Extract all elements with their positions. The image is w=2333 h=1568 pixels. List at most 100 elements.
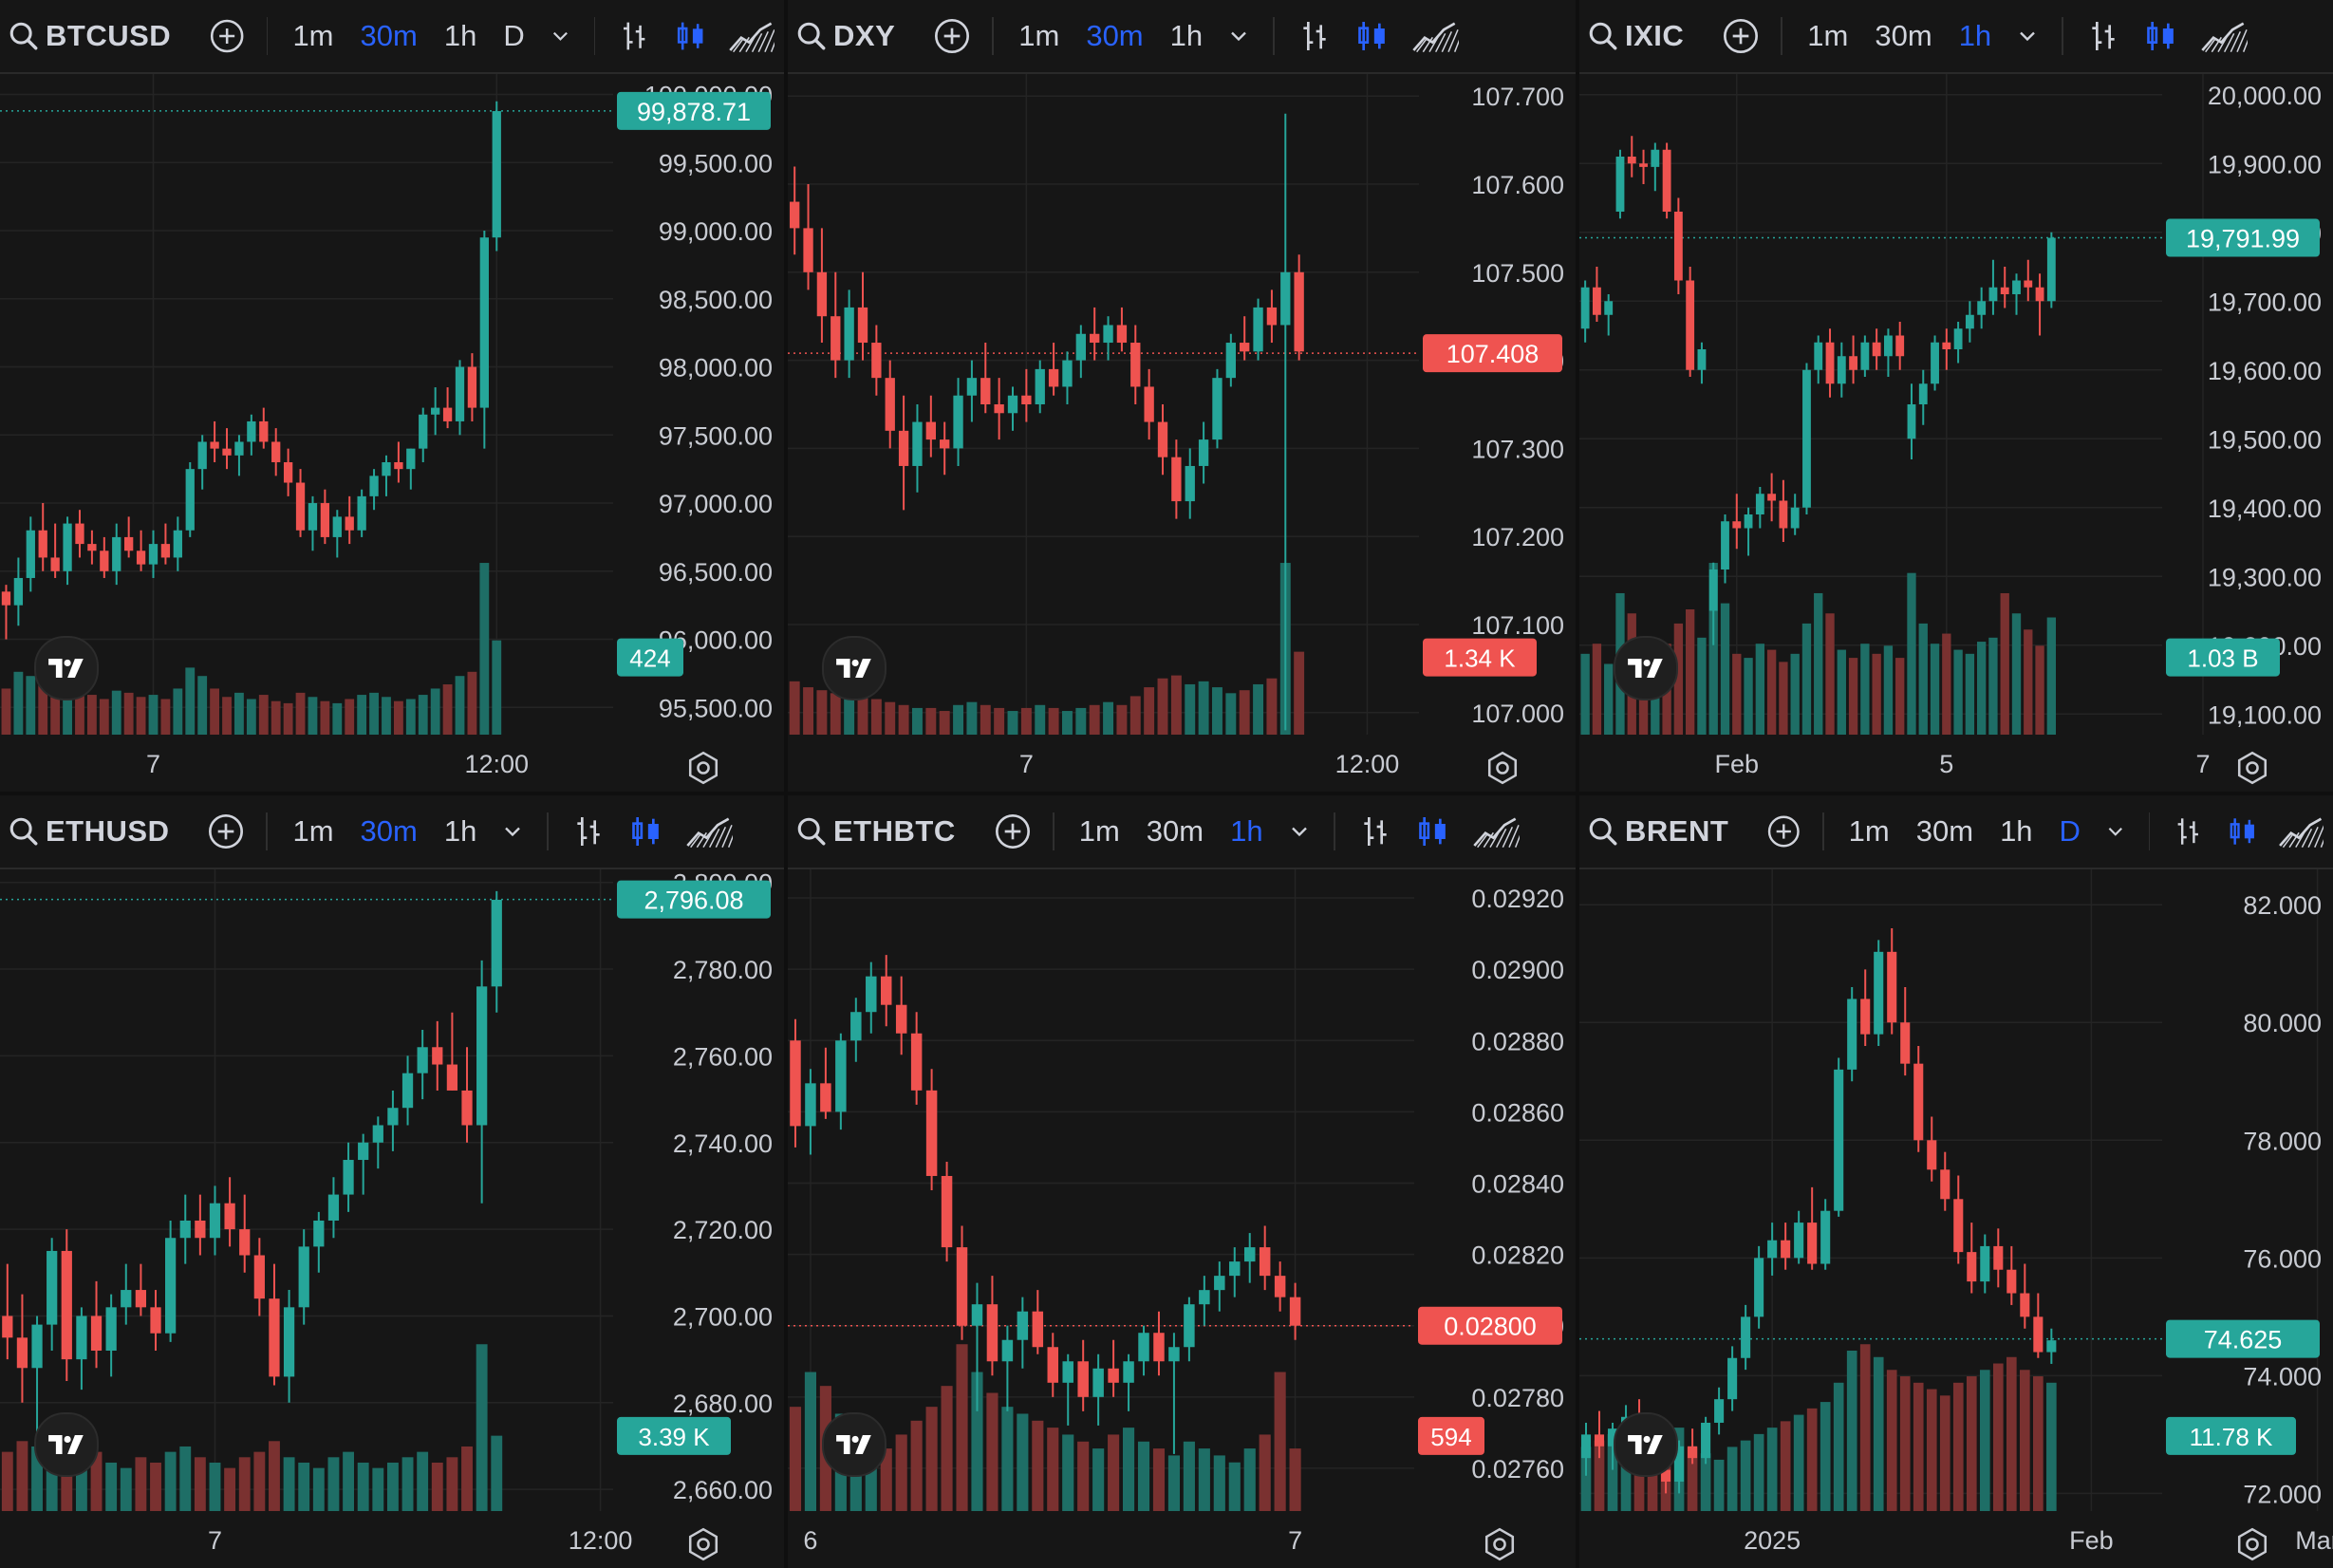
tradingview-logo[interactable] xyxy=(34,1412,99,1477)
candle-body[interactable] xyxy=(455,366,465,421)
candle-body[interactable] xyxy=(940,439,950,449)
candle-body[interactable] xyxy=(1686,280,1695,370)
candle-body[interactable] xyxy=(1198,439,1209,466)
candle-body[interactable] xyxy=(136,551,146,565)
settings-gear-icon[interactable] xyxy=(2234,750,2270,786)
candle-body[interactable] xyxy=(912,421,923,466)
candle-body[interactable] xyxy=(195,1220,206,1239)
candle-body[interactable] xyxy=(2012,280,2021,295)
candle-body[interactable] xyxy=(271,441,281,462)
candle-body[interactable] xyxy=(406,448,416,470)
candle-body[interactable] xyxy=(1662,149,1671,212)
candle-body[interactable] xyxy=(327,1194,340,1221)
candle-body[interactable] xyxy=(1090,333,1100,344)
candle-body[interactable] xyxy=(956,1247,968,1326)
candle-body[interactable] xyxy=(105,1307,117,1351)
candle-body[interactable] xyxy=(1153,1333,1165,1362)
tradingview-logo[interactable] xyxy=(822,1412,887,1477)
add-symbol-icon[interactable] xyxy=(207,812,245,850)
area-chart-icon[interactable] xyxy=(1409,17,1460,55)
settings-gear-icon[interactable] xyxy=(685,750,721,786)
candle-body[interactable] xyxy=(790,1040,801,1127)
candle-body[interactable] xyxy=(1814,342,1823,370)
candle-body[interactable] xyxy=(1294,271,1304,352)
candlestick-icon[interactable] xyxy=(2225,812,2260,850)
settings-gear-icon[interactable] xyxy=(1484,750,1521,786)
bar-chart-icon[interactable] xyxy=(616,17,652,55)
candle-body[interactable] xyxy=(1988,287,1998,302)
candle-body[interactable] xyxy=(1872,342,1881,357)
candle-body[interactable] xyxy=(2035,287,2044,302)
candle-body[interactable] xyxy=(966,378,978,396)
candle-body[interactable] xyxy=(880,976,892,1005)
candle-body[interactable] xyxy=(803,228,813,272)
candle-body[interactable] xyxy=(1062,360,1073,387)
symbol-search-button[interactable]: IXIC xyxy=(1579,0,1712,72)
candlestick-chart[interactable]: 0.02920 0.02900 0.02880 0.02860 0.02840 0.028… xyxy=(788,869,1576,1568)
candle-body[interactable] xyxy=(953,395,963,449)
candle-body[interactable] xyxy=(1639,163,1648,167)
candle-body[interactable] xyxy=(1701,1422,1711,1459)
chevron-down-icon[interactable] xyxy=(1286,818,1313,845)
candle-body[interactable] xyxy=(121,1290,132,1308)
candle-body[interactable] xyxy=(283,461,293,483)
candle-body[interactable] xyxy=(1580,287,1590,329)
candle-body[interactable] xyxy=(1781,1240,1791,1259)
candle-body[interactable] xyxy=(31,1324,43,1369)
chevron-down-icon[interactable] xyxy=(2103,818,2128,845)
symbol-search-button[interactable]: BRENT xyxy=(1579,795,1757,868)
candle-body[interactable] xyxy=(1967,1252,1977,1282)
candlestick-icon[interactable] xyxy=(672,17,708,55)
candle-body[interactable] xyxy=(805,1083,816,1127)
timeframe-button[interactable]: 1h xyxy=(2000,814,2033,848)
candle-body[interactable] xyxy=(986,1304,999,1362)
candle-body[interactable] xyxy=(467,366,477,408)
candle-body[interactable] xyxy=(1229,1261,1241,1277)
candle-body[interactable] xyxy=(1604,301,1614,315)
area-chart-icon[interactable] xyxy=(683,812,734,850)
candle-body[interactable] xyxy=(1834,1069,1844,1211)
candle-body[interactable] xyxy=(401,1073,414,1109)
candle-body[interactable] xyxy=(898,430,909,466)
timeframe-button[interactable]: 30m xyxy=(360,19,418,52)
candle-body[interactable] xyxy=(63,523,72,571)
candle-body[interactable] xyxy=(1280,271,1291,326)
add-symbol-icon[interactable] xyxy=(994,812,1032,850)
candle-body[interactable] xyxy=(476,986,488,1126)
candle-body[interactable] xyxy=(1259,1247,1271,1277)
candle-body[interactable] xyxy=(1732,521,1742,529)
bar-chart-icon[interactable] xyxy=(2084,17,2122,55)
candle-body[interactable] xyxy=(1721,521,1729,569)
candle-body[interactable] xyxy=(492,111,501,238)
timeframe-button[interactable]: D xyxy=(503,19,525,52)
candle-body[interactable] xyxy=(1123,1361,1134,1383)
add-symbol-icon[interactable] xyxy=(1722,17,1760,55)
candle-body[interactable] xyxy=(1130,343,1141,387)
candlestick-chart[interactable]: 20,000.0019,900.0019,800.0019,700.0019,6… xyxy=(1579,74,2333,792)
timeframe-button[interactable]: 30m xyxy=(360,814,418,848)
candle-body[interactable] xyxy=(1807,1223,1818,1264)
timeframe-button[interactable]: 1m xyxy=(1018,19,1060,52)
candle-body[interactable] xyxy=(971,1304,983,1326)
candle-body[interactable] xyxy=(885,378,895,431)
candle-body[interactable] xyxy=(816,271,828,317)
chevron-down-icon[interactable] xyxy=(548,23,573,49)
candle-body[interactable] xyxy=(112,536,121,571)
candle-body[interactable] xyxy=(50,557,60,571)
candle-body[interactable] xyxy=(343,1160,354,1195)
timeframe-button[interactable]: 1h xyxy=(443,19,477,52)
chevron-down-icon[interactable] xyxy=(1225,23,1252,49)
symbol-search-button[interactable]: DXY xyxy=(788,0,924,72)
candle-body[interactable] xyxy=(1860,342,1870,370)
candle-body[interactable] xyxy=(857,307,868,344)
candle-body[interactable] xyxy=(1116,325,1128,344)
bar-chart-icon[interactable] xyxy=(1356,812,1394,850)
candlestick-icon[interactable] xyxy=(1353,17,1390,55)
candle-body[interactable] xyxy=(1980,1245,1990,1282)
candlestick-chart[interactable]: 100,000.0099,500.0099,000.0098,500.0098,… xyxy=(0,74,784,792)
candle-body[interactable] xyxy=(1907,404,1916,439)
candle-body[interactable] xyxy=(1820,1210,1831,1264)
candle-body[interactable] xyxy=(925,421,936,440)
candle-body[interactable] xyxy=(1849,356,1858,370)
candle-body[interactable] xyxy=(382,461,391,476)
